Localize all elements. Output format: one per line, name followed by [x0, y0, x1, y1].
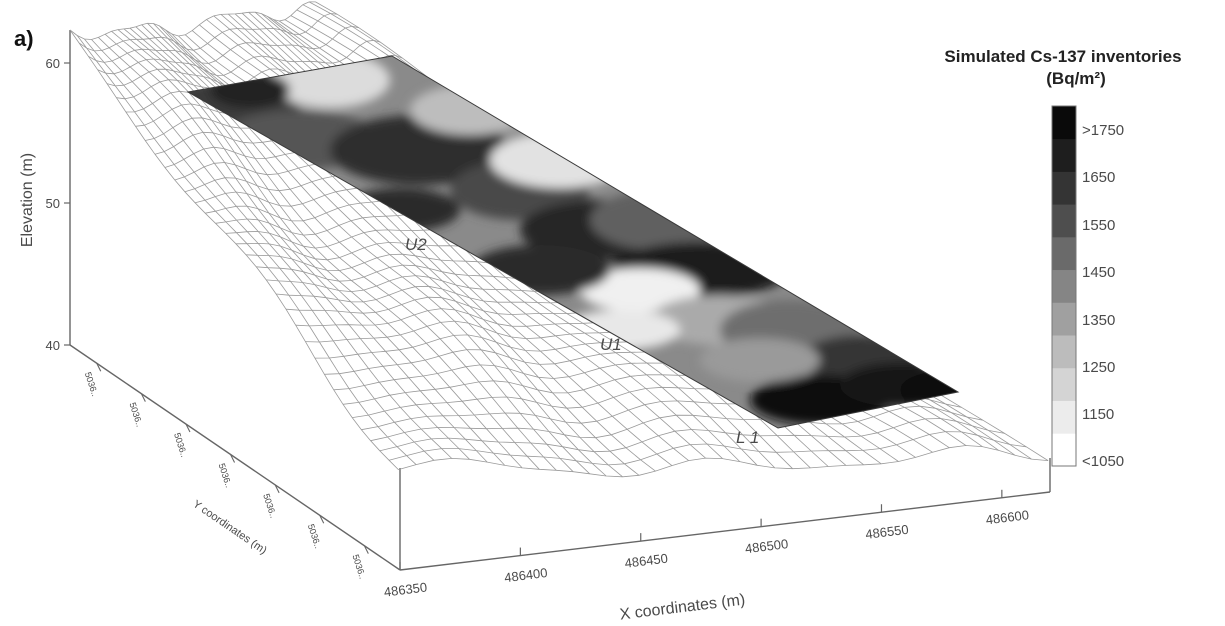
inventory-shading-blob [580, 268, 700, 312]
inventory-strip-outline [186, 55, 960, 429]
y-axis-tick-label: 5036.. [127, 401, 144, 428]
y-axis-tick-label: 5036.. [172, 432, 189, 459]
box-floor-left-edge [69, 344, 401, 571]
surface-column-line [69, 29, 399, 470]
z-axis-tick-label: 50 [46, 196, 60, 211]
annotation-l1: L 1 [736, 428, 759, 447]
x-axis-tick-label: 486400 [503, 565, 548, 585]
y-axis-label: Y coordinates (m) [191, 498, 269, 557]
legend-color-swatch [1052, 236, 1076, 271]
legend-color-swatch [1052, 204, 1076, 238]
surface-column-line [84, 38, 435, 461]
legend-level-label: 1550 [1082, 217, 1115, 234]
inventory-shading-blob [470, 245, 610, 295]
box-floor-front-edge [399, 491, 1051, 571]
x-axis-tick-label: 486500 [744, 536, 789, 556]
legend-color-swatch [1052, 269, 1076, 303]
legend-labels: <1050 1150 1250 1350 1450 1550 1650 >1750 [1082, 122, 1124, 470]
x-axis-tick-label: 486450 [624, 551, 669, 571]
y-axis-tick-label: 5036.. [350, 553, 367, 580]
x-axis-tick-label: 486550 [864, 522, 909, 542]
x-axis-tick-label: 486350 [383, 579, 428, 599]
surface-row-line [69, 1, 316, 40]
y-axis-tick-label: 5036.. [83, 371, 100, 398]
legend: Simulated Cs-137 inventories (Bq/m²) <10… [944, 47, 1181, 470]
legend-level-label: >1750 [1082, 122, 1124, 139]
legend-level-label: 1650 [1082, 169, 1115, 186]
legend-level-label: 1450 [1082, 264, 1115, 281]
legend-color-swatch [1052, 302, 1076, 336]
inventory-shading-blob [340, 188, 460, 232]
surface-column-line [111, 30, 506, 466]
y-axis-tick-label: 5036.. [306, 523, 323, 550]
y-axis-tick [140, 393, 146, 402]
x-axis-label: X coordinates (m) [619, 592, 746, 624]
legend-color-swatch [1052, 367, 1076, 401]
inventory-shading-blob [210, 72, 290, 108]
legend-level-label: <1050 [1082, 453, 1124, 470]
z-axis-tick-label: 60 [46, 56, 60, 71]
y-axis-tick [230, 454, 236, 463]
legend-color-ramp [1051, 105, 1077, 467]
legend-level-label: 1350 [1082, 312, 1115, 329]
annotation-u2: U2 [405, 235, 427, 254]
y-axis-tick [319, 515, 325, 524]
inventory-shading-blob [700, 338, 820, 382]
z-axis: 40 50 60 [46, 56, 70, 353]
legend-level-label: 1150 [1082, 406, 1114, 423]
surface-column-line [91, 39, 452, 459]
y-axis: 5036.. 5036.. 5036.. 5036.. 5036.. 5036.. 5036… [83, 362, 369, 580]
legend-level-label: 1250 [1082, 359, 1115, 376]
legend-color-swatch [1052, 171, 1076, 205]
annotation-u1: U1 [600, 335, 622, 354]
legend-subtitle: (Bq/m²) [1046, 69, 1105, 88]
inventory-shading-blob [490, 132, 630, 188]
surface-row-line [370, 405, 983, 442]
x-axis-tick-label: 486600 [985, 507, 1030, 527]
inventory-shading-blob [900, 372, 958, 408]
surface-column-line [104, 33, 488, 463]
legend-color-swatch [1052, 335, 1076, 369]
y-axis-tick [363, 545, 369, 554]
y-axis-tick-label: 5036.. [261, 492, 278, 519]
z-axis-label: Elevation (m) [19, 153, 36, 247]
surface-column-line [98, 37, 470, 460]
inventory-shading-blob [590, 190, 730, 250]
legend-ramp-border [1051, 105, 1077, 467]
y-axis-tick [274, 484, 280, 494]
legend-color-swatch [1052, 106, 1076, 140]
surface-column-line [76, 35, 417, 465]
y-axis-tick [96, 362, 102, 372]
y-axis-tick [185, 423, 191, 433]
x-axis: 486350 486400 486450 486500 486550 486600 [383, 489, 1030, 600]
inventory-shading-blob [270, 56, 390, 108]
surface-row-line [398, 445, 1049, 478]
legend-color-swatch [1052, 138, 1076, 172]
legend-color-swatch [1052, 433, 1076, 467]
legend-color-swatch [1052, 400, 1076, 434]
surface-column-line [117, 29, 523, 469]
panel-label: a) [14, 26, 34, 51]
y-axis-tick-label: 5036.. [217, 462, 234, 489]
z-axis-tick-label: 40 [46, 338, 60, 353]
legend-title: Simulated Cs-137 inventories [944, 47, 1181, 66]
plot-box [69, 30, 1051, 571]
